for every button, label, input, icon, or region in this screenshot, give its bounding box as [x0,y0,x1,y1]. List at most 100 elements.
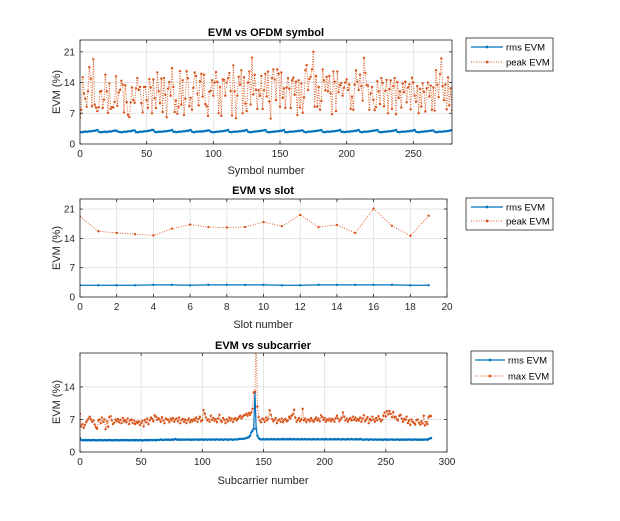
data-point-max-evm [416,418,418,420]
data-point-peak-evm [117,91,119,93]
data-point-peak-evm [304,69,306,71]
data-point-peak-evm [199,80,201,82]
data-point-peak-evm [184,98,186,100]
data-point-peak-evm [124,84,126,86]
data-point-max-evm [410,418,412,420]
data-point-peak-evm [339,84,341,86]
data-point-peak-evm [125,101,127,103]
data-point-max-evm [330,420,332,422]
data-point-peak-evm [129,101,131,103]
data-point-max-evm [163,422,165,424]
x-tick-label: 250 [405,149,422,160]
data-point-peak-evm [268,100,270,102]
data-point-rms-evm [116,284,118,286]
data-point-max-evm [394,415,396,417]
data-point-max-evm [145,421,147,423]
data-point-max-evm [194,419,196,421]
data-point-peak-evm [101,107,103,109]
data-point-max-evm [271,418,273,420]
chart-title: EVM vs subcarrier [215,340,312,352]
data-point-peak-evm [200,73,202,75]
data-point-peak-evm [80,109,82,111]
data-point-max-evm [375,417,377,419]
data-point-max-evm [133,419,135,421]
data-point-peak-evm [262,221,264,223]
data-point-peak-evm [373,109,375,111]
data-point-peak-evm [356,80,358,82]
data-point-max-evm [251,408,253,410]
data-point-peak-evm [137,89,139,91]
data-point-max-evm [260,421,262,423]
data-point-peak-evm [391,225,393,227]
data-point-peak-evm [375,106,377,108]
data-point-peak-evm [207,226,209,228]
data-point-peak-evm [167,88,169,90]
data-point-peak-evm [348,83,350,85]
x-tick-label: 50 [136,457,148,468]
data-point-max-evm [397,419,399,421]
data-point-max-evm [228,416,230,418]
data-point-peak-evm [227,77,229,79]
data-point-peak-evm [449,87,451,89]
data-point-peak-evm [204,103,206,105]
data-point-peak-evm [391,108,393,110]
data-point-peak-evm [436,84,438,86]
data-point-peak-evm [203,73,205,75]
data-point-max-evm [134,423,136,425]
legend-evm-vs-subcarrier[interactable]: rms EVM max EVM [471,351,553,384]
data-point-peak-evm [303,96,305,98]
data-point-peak-evm [357,89,359,91]
data-point-peak-evm [160,77,162,79]
data-point-peak-evm [89,77,91,79]
data-point-peak-evm [328,75,330,77]
data-point-peak-evm [321,68,323,70]
data-point-peak-evm [133,102,135,104]
data-point-max-evm [221,421,223,423]
data-point-peak-evm [409,108,411,110]
legend-label-peak: peak EVM [506,217,550,228]
data-point-max-evm [249,414,251,416]
data-point-peak-evm [84,98,86,100]
data-point-max-evm [319,420,321,422]
data-point-max-evm [227,420,229,422]
data-point-peak-evm [249,103,251,105]
x-tick-label: 10 [258,302,270,313]
data-point-max-evm [381,419,383,421]
legend-marker-peak [486,220,489,223]
data-point-max-evm [172,417,174,419]
data-point-max-evm [370,419,372,421]
data-point-max-evm [106,420,108,422]
data-point-max-evm [385,415,387,417]
data-point-peak-evm [97,230,99,232]
data-point-peak-evm [228,72,230,74]
data-point-max-evm [289,417,291,419]
data-point-peak-evm [364,72,366,74]
data-point-max-evm [334,417,336,419]
data-point-max-evm [215,418,217,420]
x-tick-label: 18 [405,302,417,313]
data-point-peak-evm [191,109,193,111]
data-point-max-evm [141,420,143,422]
legend-evm-vs-slot[interactable]: rms EVM peak EVM [466,198,553,230]
data-point-peak-evm [287,77,289,79]
data-point-max-evm [119,419,121,421]
data-point-peak-evm [315,75,317,77]
data-point-peak-evm [155,107,157,109]
data-point-peak-evm [443,99,445,101]
data-point-peak-evm [337,91,339,93]
data-point-peak-evm [295,80,297,82]
data-point-max-evm [125,421,127,423]
data-point-peak-evm [224,95,226,97]
legend-evm-vs-symbol[interactable]: rms EVM peak EVM [466,38,553,71]
data-point-peak-evm [388,88,390,90]
data-point-peak-evm [345,78,347,80]
data-point-max-evm [246,415,248,417]
data-point-peak-evm [225,81,227,83]
data-point-peak-evm [392,85,394,87]
data-point-max-evm [158,418,160,420]
data-point-max-evm [223,419,225,421]
data-point-peak-evm [265,95,267,97]
data-point-peak-evm [115,75,117,77]
data-point-rms-evm [244,284,246,286]
data-point-max-evm [216,421,218,423]
